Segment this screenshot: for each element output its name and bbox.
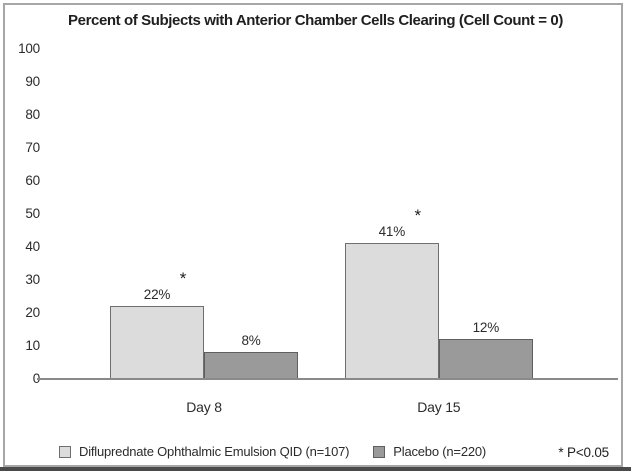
ytick-label: 20 (25, 304, 40, 320)
significance-asterisk: * (179, 269, 187, 288)
value-label: 22% (143, 287, 171, 302)
ytick-label: 10 (25, 337, 40, 353)
legend-swatch-difluprednate (59, 445, 71, 458)
value-label: 41% (378, 224, 406, 240)
category-label-day-8: Day 8 (186, 399, 222, 415)
legend-label-placebo: Placebo (n=220) (393, 444, 487, 459)
ytick-label: 0 (6, 371, 41, 387)
ytick-label: 40 (25, 238, 40, 254)
ytick-label: 50 (25, 205, 40, 221)
value-label: 8% (241, 333, 261, 349)
legend: Difluprednate Ophthalmic Emulsion QID (n… (59, 444, 486, 459)
value-label: 12% (472, 319, 500, 335)
chart-title: Percent of Subjects with Anterior Chambe… (68, 12, 563, 29)
bottom-border (0, 467, 631, 471)
category-label-day-15: Day 15 (417, 399, 461, 415)
ytick-label: 70 (25, 139, 40, 155)
x-axis-baseline (37, 377, 618, 380)
ytick-label: 80 (25, 106, 40, 122)
ytick-label: 60 (25, 172, 40, 188)
bar-treatment-day-15 (344, 243, 439, 379)
ytick-label: 30 (25, 271, 40, 287)
significance-footnote: * P<0.05 (558, 445, 609, 460)
bar-placebo-day-15 (438, 338, 533, 379)
ytick-label: 100 (18, 41, 40, 56)
bar-treatment-day-8 (110, 306, 204, 379)
legend-label-difluprednate: Difluprednate Ophthalmic Emulsion QID (n… (79, 444, 350, 459)
ytick-label: 90 (25, 73, 40, 89)
significance-asterisk: * (414, 206, 422, 226)
bar-placebo-day-8 (204, 352, 298, 379)
chart-frame (3, 3, 623, 467)
legend-swatch-placebo (373, 445, 386, 458)
